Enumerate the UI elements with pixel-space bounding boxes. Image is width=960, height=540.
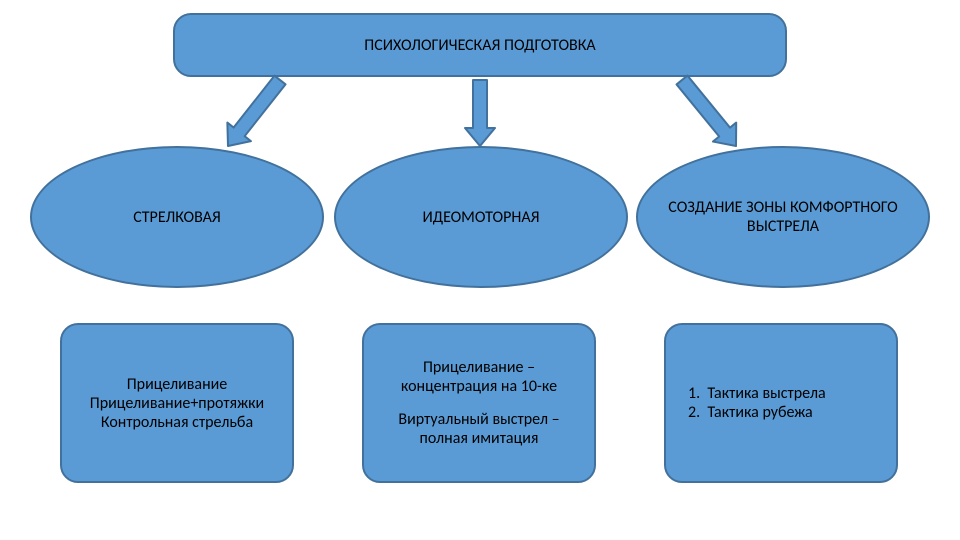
detail-line: Контрольная стрельба [101, 413, 253, 432]
ellipse-ideomotor: ИДЕОМОТОРНАЯ [334, 146, 628, 288]
detail-numbered-item: 2. Тактика рубежа [688, 403, 813, 422]
detail-box-shooting: Прицеливание Прицеливание+протяжки Контр… [60, 323, 294, 483]
detail-line: концентрация на 10-ке [401, 377, 557, 396]
ellipse-shooting: СТРЕЛКОВАЯ [30, 146, 324, 288]
detail-line: Прицеливание+протяжки [90, 394, 264, 413]
detail-line: Прицеливание [127, 375, 228, 394]
ellipse-label: СТРЕЛКОВАЯ [133, 208, 221, 227]
detail-box-ideomotor: Прицеливание – концентрация на 10-ке Вир… [362, 323, 596, 483]
detail-text: Тактика рубежа [707, 403, 812, 422]
ellipse-comfort-zone: СОЗДАНИЕ ЗОНЫ КОМФОРТНОГО ВЫСТРЕЛА [636, 146, 930, 288]
detail-box-comfort-zone: 1. Тактика выстрела 2. Тактика рубежа [664, 323, 898, 483]
detail-numbered-item: 1. Тактика выстрела [688, 384, 826, 403]
ellipse-label: ИДЕОМОТОРНАЯ [423, 208, 540, 227]
ellipse-label: СОЗДАНИЕ ЗОНЫ КОМФОРТНОГО ВЫСТРЕЛА [662, 198, 904, 236]
detail-line: полная имитация [420, 429, 539, 448]
detail-line: Прицеливание – [423, 358, 535, 377]
detail-line: Виртуальный выстрел – [398, 410, 559, 429]
title-text: ПСИХОЛОГИЧЕСКАЯ ПОДГОТОВКА [364, 36, 595, 55]
detail-text: Тактика выстрела [707, 384, 825, 403]
